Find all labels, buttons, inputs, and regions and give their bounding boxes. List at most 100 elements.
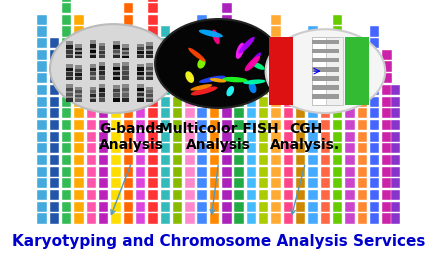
Bar (50, 108, 59, 118)
Bar (111, 85, 121, 95)
Bar (99, 61, 108, 72)
Bar (111, 120, 121, 130)
Bar (37, 213, 47, 224)
Bar (222, 26, 232, 37)
Bar (124, 155, 133, 165)
Bar (333, 38, 343, 48)
Bar (173, 132, 182, 142)
Text: G-bands
Analysis: G-bands Analysis (99, 122, 164, 152)
Bar (309, 38, 318, 48)
Bar (210, 73, 219, 83)
Text: Karyotyping and Chromosome Analysis Services: Karyotyping and Chromosome Analysis Serv… (12, 234, 425, 249)
Bar (37, 167, 47, 177)
Bar (124, 120, 133, 130)
Bar (345, 178, 355, 188)
Bar (382, 178, 392, 188)
Bar (382, 97, 392, 107)
Bar (271, 38, 281, 48)
Bar (76, 90, 82, 93)
Bar (234, 85, 244, 95)
Bar (62, 213, 71, 224)
Bar (198, 108, 207, 118)
Bar (146, 51, 153, 54)
Bar (391, 108, 400, 118)
Bar (198, 190, 207, 200)
Bar (185, 108, 194, 118)
Bar (309, 155, 318, 165)
Bar (321, 50, 330, 60)
Bar (90, 87, 97, 102)
Bar (259, 167, 268, 177)
Bar (146, 90, 153, 93)
Bar (66, 45, 73, 49)
Bar (333, 50, 343, 60)
Bar (321, 132, 330, 142)
Bar (66, 55, 73, 58)
Bar (234, 50, 244, 60)
Ellipse shape (239, 37, 255, 54)
Bar (124, 213, 133, 224)
Bar (370, 38, 379, 48)
Bar (296, 202, 305, 212)
Bar (173, 97, 182, 107)
Bar (357, 73, 367, 83)
Bar (114, 50, 120, 53)
Bar (114, 55, 120, 58)
Bar (146, 99, 153, 102)
Bar (210, 167, 219, 177)
Bar (185, 120, 194, 130)
Bar (185, 50, 194, 60)
Bar (284, 202, 293, 212)
Bar (247, 190, 256, 200)
Bar (87, 202, 96, 212)
Bar (50, 178, 59, 188)
Bar (382, 167, 392, 177)
Bar (87, 73, 96, 83)
Bar (122, 47, 129, 50)
Bar (333, 85, 343, 95)
Bar (234, 61, 244, 72)
Bar (76, 44, 82, 58)
Bar (37, 155, 47, 165)
Bar (321, 73, 330, 83)
Bar (222, 202, 232, 212)
Bar (222, 61, 232, 72)
Bar (124, 108, 133, 118)
Bar (382, 155, 392, 165)
Bar (111, 61, 121, 72)
Bar (271, 178, 281, 188)
Bar (148, 143, 158, 153)
Bar (124, 202, 133, 212)
Bar (284, 61, 293, 72)
Bar (198, 97, 207, 107)
Bar (122, 98, 129, 102)
Bar (99, 66, 105, 70)
Bar (382, 190, 392, 200)
Bar (124, 178, 133, 188)
Bar (62, 15, 71, 25)
Bar (210, 143, 219, 153)
Bar (87, 178, 96, 188)
Bar (222, 50, 232, 60)
Bar (62, 108, 71, 118)
Bar (370, 61, 379, 72)
Bar (124, 15, 133, 25)
Bar (99, 167, 108, 177)
Bar (382, 143, 392, 153)
Bar (271, 143, 281, 153)
Bar (37, 15, 47, 25)
Bar (37, 61, 47, 72)
Bar (345, 73, 355, 83)
Bar (234, 167, 244, 177)
Bar (309, 26, 318, 37)
Bar (66, 98, 73, 102)
Bar (247, 132, 256, 142)
Bar (247, 97, 256, 107)
Bar (148, 108, 158, 118)
Bar (247, 202, 256, 212)
Bar (66, 84, 73, 102)
Bar (296, 108, 305, 118)
Bar (111, 143, 121, 153)
Bar (345, 167, 355, 177)
Bar (136, 213, 146, 224)
